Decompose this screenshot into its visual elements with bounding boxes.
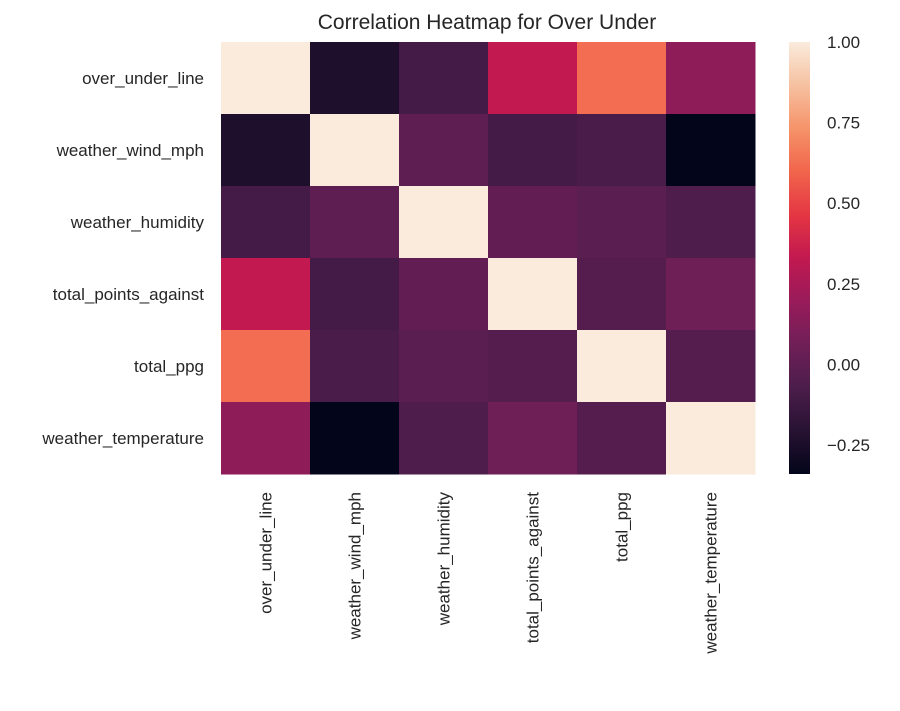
heatmap-cell (577, 42, 667, 115)
heatmap-cells (221, 42, 756, 475)
heatmap-cell (399, 186, 489, 259)
heatmap-cell (310, 186, 400, 259)
heatmap-cell (399, 114, 489, 187)
heatmap-cell (577, 330, 667, 403)
heatmap-cell (577, 402, 667, 475)
colorbar: 1.00 0.75 0.50 0.25 0.00 −0.25 (789, 33, 870, 474)
heatmap-cell (399, 42, 489, 115)
heatmap-cell (310, 258, 400, 331)
heatmap-cell (310, 42, 400, 115)
colorbar-tick-label: 0.50 (827, 194, 860, 213)
column-label: weather_temperature (702, 492, 721, 655)
column-label: total_points_against (524, 492, 543, 644)
row-labels: over_under_line weather_wind_mph weather_h… (41, 69, 204, 448)
heatmap-cell (221, 186, 311, 259)
heatmap-cell (488, 258, 578, 331)
heatmap-cell (221, 42, 311, 115)
heatmap-cell (221, 258, 311, 331)
heatmap-cell (577, 114, 667, 187)
heatmap-cell (399, 402, 489, 475)
row-label: weather_humidity (70, 213, 205, 232)
column-label: total_ppg (613, 492, 632, 562)
heatmap-cell (488, 114, 578, 187)
colorbar-tick-label: 0.00 (827, 355, 860, 374)
colorbar-tick-label: −0.25 (827, 436, 870, 455)
heatmap-cell (666, 258, 756, 331)
row-label: total_points_against (53, 285, 205, 304)
row-label: total_ppg (134, 357, 204, 376)
column-label: weather_humidity (435, 492, 454, 627)
colorbar-gradient (789, 42, 810, 474)
row-label: over_under_line (82, 69, 204, 88)
heatmap-cell (488, 186, 578, 259)
heatmap-cell (666, 330, 756, 403)
heatmap-cell (577, 258, 667, 331)
colorbar-tick-label: 0.25 (827, 275, 860, 294)
column-label: over_under_line (257, 492, 276, 614)
colorbar-tick-label: 0.75 (827, 114, 860, 133)
heatmap-cell (310, 114, 400, 187)
heatmap-cell (399, 330, 489, 403)
heatmap-cell (488, 42, 578, 115)
heatmap-cell (666, 42, 756, 115)
colorbar-tick-label: 1.00 (827, 33, 860, 52)
heatmap-cell (488, 402, 578, 475)
heatmap-cell (310, 402, 400, 475)
heatmap-cell (310, 330, 400, 403)
heatmap-cell (399, 258, 489, 331)
heatmap-cell (666, 402, 756, 475)
heatmap-cell (577, 186, 667, 259)
heatmap-cell (221, 330, 311, 403)
column-label: weather_wind_mph (346, 492, 365, 640)
heatmap-cell (221, 114, 311, 187)
heatmap-cell (221, 402, 311, 475)
heatmap-cell (666, 186, 756, 259)
heatmap-cell (488, 330, 578, 403)
heatmap-cell (666, 114, 756, 187)
chart-title: Correlation Heatmap for Over Under (318, 11, 656, 34)
row-label: weather_wind_mph (56, 141, 204, 160)
column-labels: over_under_line weather_wind_mph weather_h… (257, 492, 721, 655)
row-label: weather_temperature (41, 429, 204, 448)
